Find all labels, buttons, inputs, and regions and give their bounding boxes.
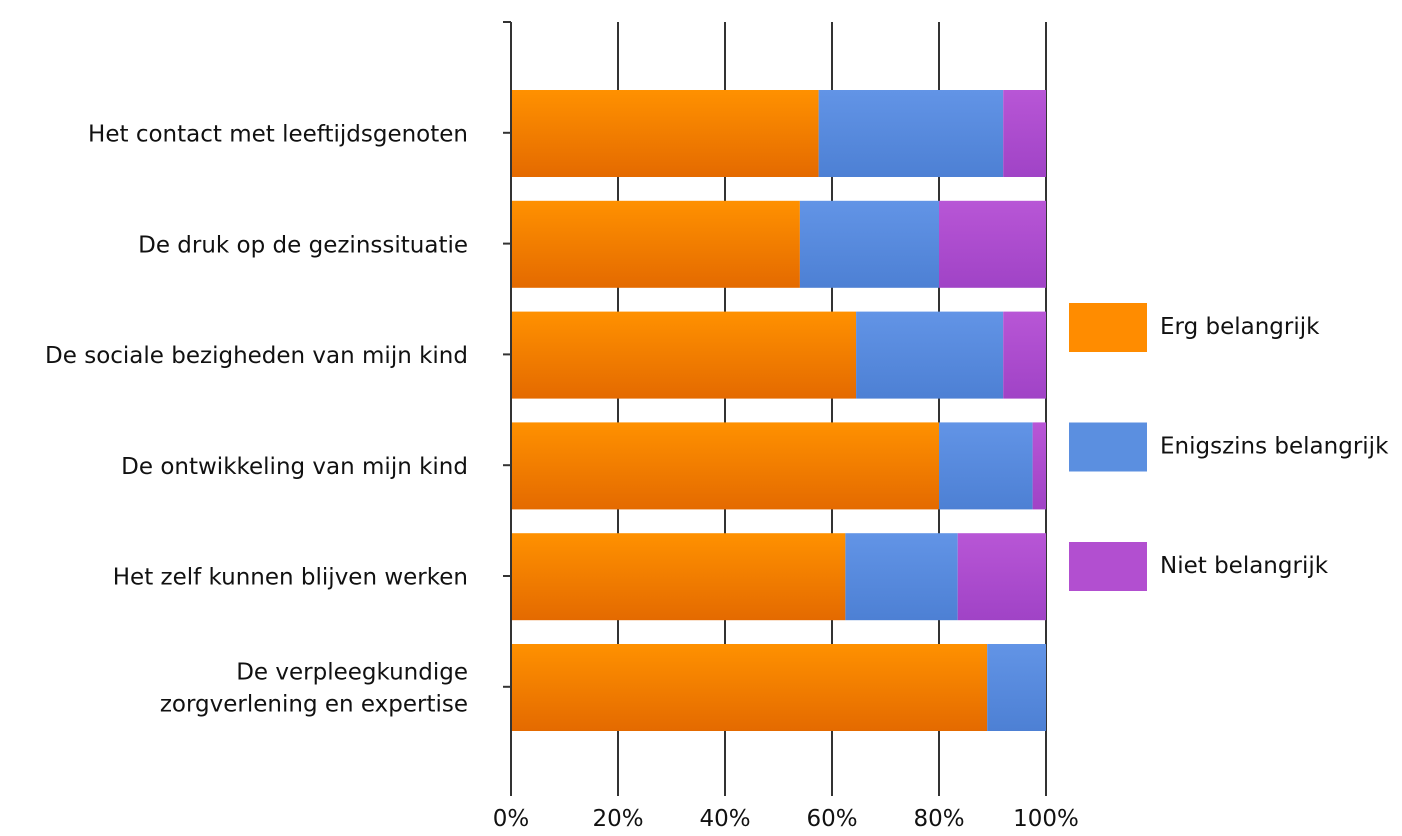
bar-de-ontwikkeling-van-mijn-kind-enigszins-belangrijk <box>939 422 1033 510</box>
bar-de-verpleegkundige-zorgverlening-en-expertise-enigszins-belangrijk <box>987 644 1046 731</box>
legend-swatch-erg-belangrijk <box>1069 303 1147 352</box>
bar-de-sociale-bezigheden-van-mijn-kind-enigszins-belangrijk <box>856 311 1004 399</box>
bar-het-contact-met-leeftijdsgenoten-erg-belangrijk <box>511 90 819 177</box>
x-tick-label-60: 60% <box>806 806 857 832</box>
bar-de-ontwikkeling-van-mijn-kind-niet-belangrijk <box>1032 422 1046 510</box>
x-tick-label-100: 100% <box>1013 806 1079 832</box>
legend-label-erg-belangrijk: Erg belangrijk <box>1160 314 1320 340</box>
category-labels: Het contact met leeftijdsgenoten De druk … <box>45 122 468 718</box>
x-tick-label-80: 80% <box>913 806 964 832</box>
category-label-het-contact-met-leeftijdsgenoten: Het contact met leeftijdsgenoten <box>88 122 468 148</box>
bar-het-zelf-kunnen-blijven-werken-niet-belangrijk <box>957 533 1046 621</box>
category-label-het-zelf-kunnen-blijven-werken: Het zelf kunnen blijven werken <box>113 565 468 591</box>
legend-label-niet-belangrijk: Niet belangrijk <box>1160 553 1329 579</box>
legend-swatch-niet-belangrijk <box>1069 542 1147 591</box>
category-label-de-sociale-bezigheden-van-mijn-kind: De sociale bezigheden van mijn kind <box>45 343 468 369</box>
bars <box>511 90 1046 731</box>
legend: Erg belangrijk Enigszins belangrijk Niet b… <box>1069 303 1389 591</box>
x-tick-label-0: 0% <box>493 806 530 832</box>
category-label-de-druk-op-de-gezinssituatie: De druk op de gezinssituatie <box>138 232 468 258</box>
bar-de-druk-op-de-gezinssituatie-erg-belangrijk <box>511 200 800 288</box>
legend-label-enigszins-belangrijk: Enigszins belangrijk <box>1160 434 1389 460</box>
bar-de-druk-op-de-gezinssituatie-enigszins-belangrijk <box>799 200 939 288</box>
x-tick-label-40: 40% <box>699 806 750 832</box>
bar-de-sociale-bezigheden-van-mijn-kind-niet-belangrijk <box>1003 311 1046 399</box>
bar-het-contact-met-leeftijdsgenoten-enigszins-belangrijk <box>818 90 1004 177</box>
category-label-de-ontwikkeling-van-mijn-kind: De ontwikkeling van mijn kind <box>121 454 468 480</box>
axes: 0% 20% 40% 60% 80% 100% <box>493 21 1079 832</box>
bar-het-zelf-kunnen-blijven-werken-erg-belangrijk <box>511 533 846 621</box>
bar-het-contact-met-leeftijdsgenoten-niet-belangrijk <box>1003 90 1046 177</box>
category-label-de-verpleegkundige-zorgverlening-en-expertise: De verpleegkundige zorgverlening en exper… <box>160 660 468 718</box>
bar-de-sociale-bezigheden-van-mijn-kind-erg-belangrijk <box>511 311 857 399</box>
bar-de-verpleegkundige-zorgverlening-en-expertise-erg-belangrijk <box>511 644 988 731</box>
bar-de-druk-op-de-gezinssituatie-niet-belangrijk <box>939 200 1046 288</box>
bar-het-zelf-kunnen-blijven-werken-enigszins-belangrijk <box>845 533 958 621</box>
x-tick-label-20: 20% <box>592 806 643 832</box>
legend-swatch-enigszins-belangrijk <box>1069 422 1147 472</box>
bar-de-ontwikkeling-van-mijn-kind-erg-belangrijk <box>511 422 939 510</box>
